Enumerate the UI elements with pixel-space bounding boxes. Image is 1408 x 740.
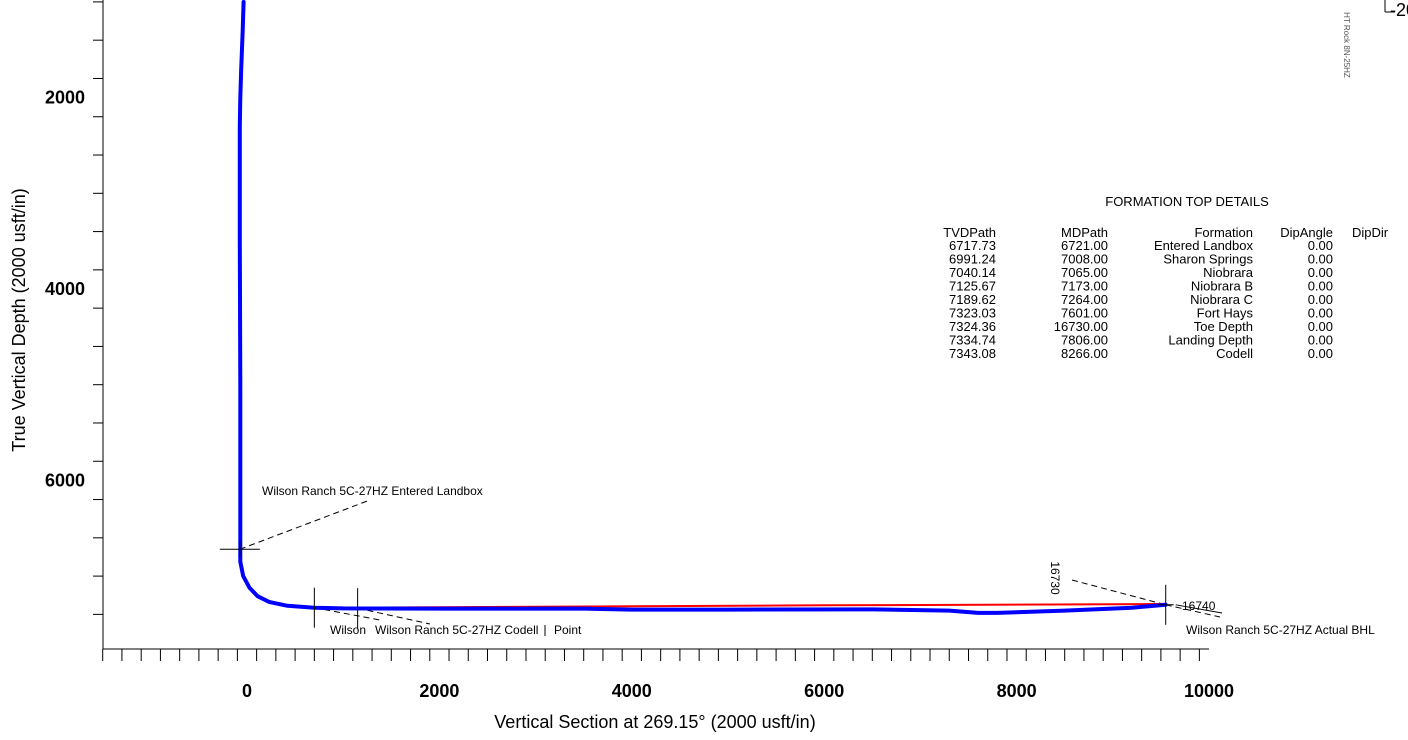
- corner-fragment-label: -20: [1390, 0, 1408, 20]
- table-cell: Codell: [1216, 346, 1253, 361]
- table-cell: 7324.36: [949, 319, 996, 334]
- formation-table: FORMATION TOP DETAILS TVDPath MDPath Format…: [943, 194, 1389, 361]
- y-tick-label: 4000: [45, 279, 85, 299]
- table-cell: 7806.00: [1061, 333, 1108, 348]
- x-tick-label: 0: [242, 681, 252, 701]
- table-header-cell: DipDir: [1352, 225, 1389, 240]
- table-cell: 0.00: [1308, 238, 1333, 253]
- series-line-1: [237, 0, 1168, 615]
- table-cell: Niobrara: [1203, 265, 1254, 280]
- table-cell: Fort Hays: [1197, 306, 1254, 321]
- annotation-codell: Wilson Ranch 5C-27HZ Codell: [375, 623, 538, 637]
- y-tick-label: 6000: [45, 470, 85, 490]
- x-tick-label: 4000: [612, 681, 652, 701]
- table-cell: 0.00: [1308, 292, 1333, 307]
- table-cell: 7008.00: [1061, 252, 1108, 267]
- annotation-md-16740: 16740: [1182, 599, 1216, 613]
- table-cell: 7323.03: [949, 306, 996, 321]
- table-cell: 16730.00: [1054, 319, 1108, 334]
- y-axis-title: True Vertical Depth (2000 usft/in): [9, 188, 29, 451]
- table-cell: Toe Depth: [1194, 319, 1253, 334]
- annotation-layer: Wilson Ranch 5C-27HZ Entered Landbox Wils…: [239, 484, 1375, 637]
- marker-layer: [219, 541, 1174, 629]
- x-axis-title: Vertical Section at 269.15° (2000 usft/i…: [494, 712, 815, 732]
- table-cell: 6721.00: [1061, 238, 1108, 253]
- table-cell: Entered Landbox: [1154, 238, 1254, 253]
- table-cell: 6991.24: [949, 252, 996, 267]
- annotation-md-16730: 16730: [1048, 561, 1062, 595]
- axes-layer: 0 2000 4000 6000 8000 10000 2000 4000 6000 Vertic…: [9, 0, 1408, 732]
- rotated-fragment-label: HT Rock 8N-25HZ: [1342, 12, 1351, 78]
- table-cell: 0.00: [1308, 333, 1333, 348]
- table-cell: 0.00: [1308, 346, 1333, 361]
- x-tick-label: 8000: [997, 681, 1037, 701]
- series-layer: [237, 0, 1168, 615]
- table-header-cell: DipAngle: [1280, 225, 1333, 240]
- table-cell: 0.00: [1308, 306, 1333, 321]
- annotation-entered-landbox: Wilson Ranch 5C-27HZ Entered Landbox: [262, 484, 483, 498]
- table-cell: 7065.00: [1061, 265, 1108, 280]
- table-cell: Niobrara B: [1191, 279, 1253, 294]
- table-cell: 8266.00: [1061, 346, 1108, 361]
- table-cell: 7264.00: [1061, 292, 1108, 307]
- y-tick-label: 2000: [45, 88, 85, 108]
- table-cell: 6717.73: [949, 238, 996, 253]
- leader-entered-landbox: [239, 499, 371, 550]
- table-cell: Landing Depth: [1168, 333, 1253, 348]
- table-cell: Sharon Springs: [1163, 252, 1253, 267]
- table-header-cell: Formation: [1194, 225, 1253, 240]
- table-cell: 7040.14: [949, 265, 996, 280]
- annotation-wilson: Wilson: [330, 623, 366, 637]
- underline-16740: [1175, 604, 1223, 614]
- table-cell: 7173.00: [1061, 279, 1108, 294]
- table-cell: 7343.08: [949, 346, 996, 361]
- table-cell: 0.00: [1308, 265, 1333, 280]
- leader-16730: [1071, 579, 1166, 606]
- x-tick-label: 2000: [419, 681, 459, 701]
- table-cell: 0.00: [1308, 279, 1333, 294]
- table-header-cell: TVDPath: [943, 225, 996, 240]
- table-cell: 0.00: [1308, 319, 1333, 334]
- x-tick-label: 10000: [1184, 681, 1234, 701]
- x-tick-label: 6000: [804, 681, 844, 701]
- leader-codell: [357, 607, 431, 625]
- table-cell: 7125.67: [949, 279, 996, 294]
- annotation-point: Point: [554, 623, 582, 637]
- series-line-0: [238, 0, 1167, 609]
- table-cell: 7189.62: [949, 292, 996, 307]
- table-header-cell: MDPath: [1061, 225, 1108, 240]
- annotation-actual-bhl: Wilson Ranch 5C-27HZ Actual BHL: [1186, 623, 1375, 637]
- table-cell: Niobrara C: [1190, 292, 1253, 307]
- table-cell: 7334.74: [949, 333, 996, 348]
- formation-table-title: FORMATION TOP DETAILS: [1105, 194, 1269, 209]
- table-cell: 0.00: [1308, 252, 1333, 267]
- table-cell: 7601.00: [1061, 306, 1108, 321]
